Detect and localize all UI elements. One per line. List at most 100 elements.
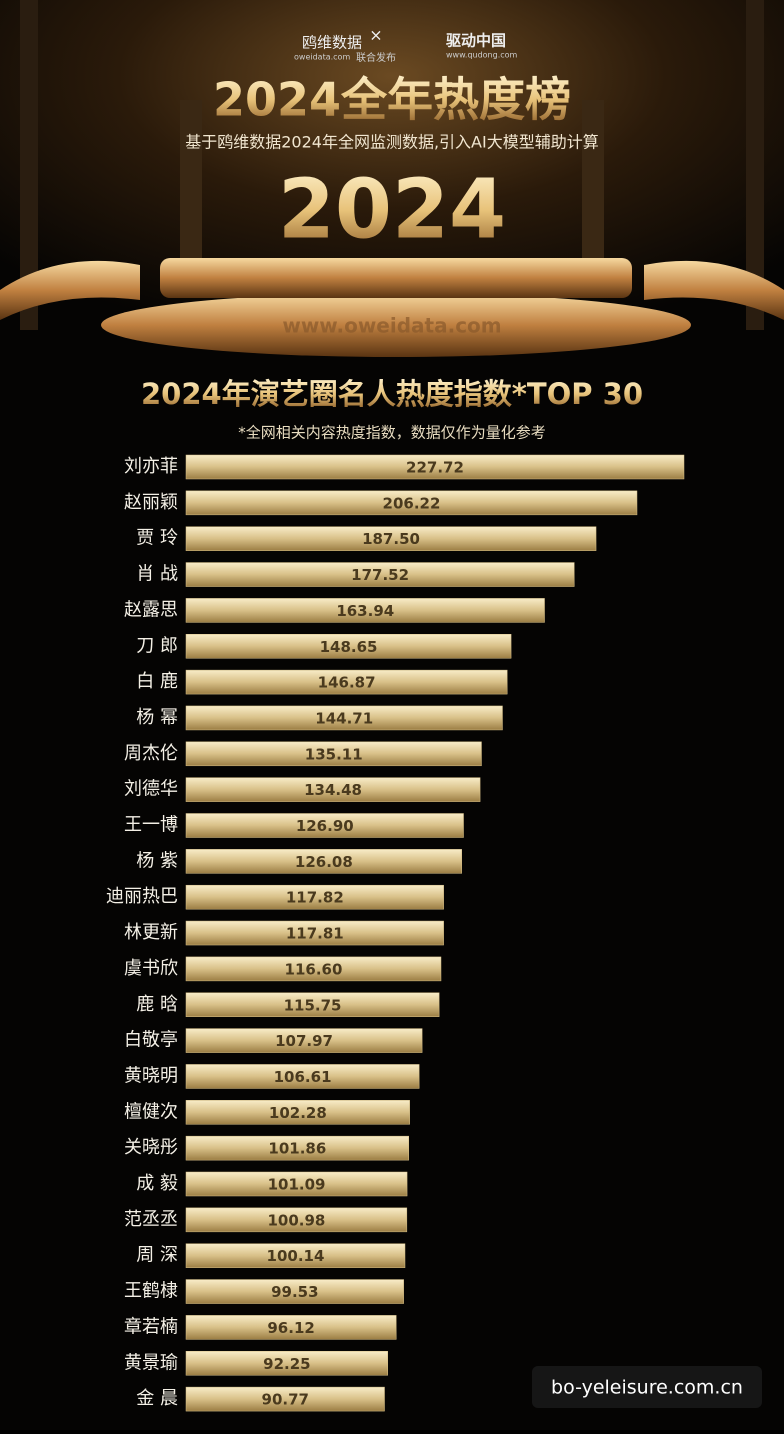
value-label: 148.65 — [320, 638, 378, 656]
category-label: 刘亦菲 — [124, 456, 178, 477]
category-label: 白敬亭 — [124, 1030, 178, 1051]
bar — [185, 956, 442, 982]
brand2-url: www.qudong.com — [446, 51, 518, 60]
chart-title: 2024年演艺圈名人热度指数*TOP 30 — [141, 377, 643, 411]
bar — [185, 741, 482, 767]
bar — [185, 634, 512, 659]
value-label: 115.75 — [284, 996, 342, 1014]
bar — [185, 1351, 388, 1376]
value-label: 102.28 — [269, 1104, 327, 1122]
value-label: 90.77 — [262, 1391, 309, 1409]
value-label: 92.25 — [263, 1355, 310, 1373]
bar — [185, 669, 508, 695]
category-label: 范丞丞 — [124, 1209, 178, 1230]
category-label: 黄晓明 — [124, 1065, 178, 1086]
value-label: 107.97 — [275, 1032, 333, 1050]
chart-note: *全网相关内容热度指数，数据仅作为量化参考 — [238, 424, 546, 442]
category-label: 王一博 — [124, 815, 178, 836]
brand1-url: oweidata.com — [294, 53, 350, 62]
podium-base — [101, 293, 691, 357]
value-label: 126.90 — [296, 817, 354, 835]
category-label: 关晓彤 — [124, 1137, 178, 1158]
category-label: 赵露思 — [124, 599, 178, 620]
value-label: 99.53 — [271, 1283, 318, 1301]
category-label: 杨 幂 — [136, 707, 178, 728]
category-label: 赵丽颖 — [124, 492, 178, 513]
value-label: 117.82 — [286, 889, 344, 907]
category-label: 成 毅 — [136, 1173, 178, 1194]
bar — [185, 1279, 404, 1304]
bar — [185, 1315, 397, 1340]
category-label: 黄景瑜 — [124, 1352, 178, 1373]
bar — [185, 598, 545, 623]
value-label: 96.12 — [267, 1319, 314, 1337]
value-label: 126.08 — [295, 853, 353, 871]
value-label: 106.61 — [274, 1068, 332, 1086]
subtitle: 基于鸥维数据2024年全网监测数据,引入AI大模型辅助计算 — [185, 133, 598, 152]
value-label: 117.81 — [286, 925, 344, 943]
category-label: 金 晨 — [136, 1388, 178, 1409]
podium-top — [160, 258, 632, 298]
value-label: 135.11 — [305, 745, 363, 763]
ribbon — [644, 260, 784, 320]
category-label: 周杰伦 — [124, 743, 178, 764]
value-label: 177.52 — [351, 566, 409, 584]
category-label: 肖 战 — [136, 564, 178, 585]
pillar — [582, 100, 604, 260]
ribbon — [0, 260, 140, 320]
bar — [185, 884, 444, 910]
bar — [185, 849, 462, 874]
brand1: 鸥维数据 — [302, 34, 362, 52]
category-label: 鹿 晗 — [136, 994, 178, 1015]
bar — [185, 1171, 408, 1197]
value-label: 100.14 — [267, 1247, 325, 1265]
category-label: 刀 郎 — [136, 635, 178, 656]
bar — [185, 1100, 410, 1125]
bar — [185, 777, 481, 802]
podium-year: 2024 — [278, 162, 506, 257]
category-label: 贾 玲 — [136, 528, 178, 549]
brand2: 驱动中国 — [446, 32, 506, 50]
value-label: 100.98 — [267, 1211, 325, 1229]
bar — [185, 1207, 408, 1233]
category-label: 王鹤棣 — [124, 1281, 178, 1302]
bar — [185, 1028, 423, 1053]
pillar — [20, 0, 38, 330]
watermark: bo-yeleisure.com.cn — [551, 1377, 743, 1399]
bar — [185, 1386, 385, 1412]
bar — [185, 1243, 406, 1268]
value-label: 187.50 — [362, 530, 420, 548]
bar — [185, 526, 597, 551]
bar — [185, 813, 464, 838]
main-title: 2024全年热度榜 — [213, 73, 571, 127]
bar — [185, 992, 440, 1017]
bar — [185, 705, 503, 731]
category-label: 檀健次 — [124, 1101, 178, 1122]
cross: × — [369, 26, 382, 45]
value-label: 206.22 — [383, 494, 441, 512]
category-label: 虞书欣 — [124, 958, 178, 979]
value-label: 163.94 — [336, 602, 394, 620]
value-label: 227.72 — [406, 459, 464, 477]
value-label: 134.48 — [304, 781, 362, 799]
bar — [185, 1135, 410, 1161]
value-label: 144.71 — [315, 709, 373, 727]
category-label: 章若楠 — [124, 1316, 178, 1337]
watermark-bg — [532, 1366, 762, 1408]
bar — [185, 490, 638, 516]
category-label: 刘德华 — [124, 779, 178, 800]
pillar — [746, 0, 764, 330]
value-label: 101.86 — [268, 1140, 326, 1158]
bar — [185, 920, 444, 946]
bar — [185, 562, 575, 587]
category-label: 周 深 — [136, 1245, 178, 1266]
category-label: 林更新 — [124, 922, 178, 943]
category-label: 白 鹿 — [136, 671, 178, 692]
value-label: 101.09 — [268, 1176, 326, 1194]
category-label: 杨 紫 — [136, 850, 178, 871]
bar — [185, 1064, 420, 1089]
value-label: 116.60 — [285, 960, 343, 978]
value-label: 146.87 — [318, 674, 376, 692]
